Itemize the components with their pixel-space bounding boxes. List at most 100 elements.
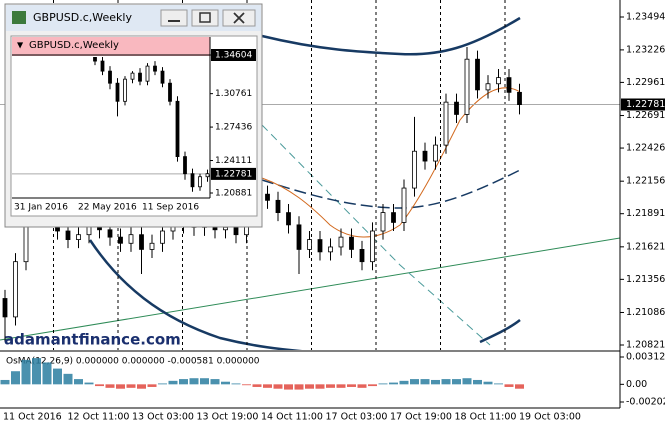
candle-body: [464, 58, 470, 115]
candle-body: [485, 83, 491, 91]
floating-window[interactable]: GBPUSD.c,Weekly ▼ GBPUSD.c,Weekly 1.3460…: [4, 3, 263, 228]
window-time-label: 22 May 2016: [78, 203, 137, 213]
candle-body: [422, 150, 428, 162]
candle-body: [475, 58, 480, 91]
candle-body: [2, 298, 8, 318]
candle-body: [145, 65, 150, 82]
osma-bar: [84, 382, 94, 385]
candle-body: [205, 173, 210, 178]
candle-body: [198, 176, 202, 188]
price-label: 1.20821: [626, 340, 665, 351]
window-time-label: 31 Jan 2016: [14, 203, 68, 213]
candle-body: [517, 91, 522, 106]
price-label: 1.23494: [626, 12, 665, 23]
time-label: 11 Oct 2016: [3, 412, 62, 423]
candle-body: [138, 72, 142, 82]
trend-line: [0, 237, 620, 341]
osma-bar: [347, 384, 356, 387]
candle-body: [149, 242, 155, 250]
candle-body: [65, 230, 71, 240]
osma-bar: [210, 379, 220, 385]
price-label: 1.21086: [626, 307, 665, 318]
osma-bar: [242, 384, 251, 386]
osma-bar: [32, 358, 41, 385]
osma-bar: [462, 378, 472, 385]
candle-body: [496, 77, 501, 85]
window-price-label: 1.34604: [215, 51, 252, 61]
close-icon: [233, 12, 245, 24]
osma-bar: [399, 380, 409, 385]
price-label: 1.22426: [626, 143, 665, 154]
chart-label-bar: [12, 37, 210, 56]
time-label: 13 Oct 19:00: [197, 412, 259, 423]
osma-bar: [378, 383, 388, 385]
osma-bar: [221, 381, 230, 385]
price-label: 1.21621: [626, 241, 665, 252]
candle-body: [128, 234, 134, 244]
osma-bar: [231, 383, 241, 385]
osma-bar: [263, 384, 272, 388]
osma-bar: [431, 379, 440, 385]
indicator-header: OsMA(12,26,9) 0.000000 0.000000 -0.00058…: [6, 357, 260, 367]
candle-body: [168, 82, 172, 102]
window-price-label: 1.20881: [215, 189, 252, 199]
candle-body: [349, 236, 354, 250]
window-icon: [12, 11, 26, 24]
candle-body: [338, 236, 344, 248]
candle-body: [412, 150, 417, 189]
candle-body: [175, 100, 180, 158]
candle-body: [115, 82, 120, 102]
candle-body: [286, 212, 291, 226]
dashed-trend-line: [261, 124, 491, 346]
osma-bar: [473, 379, 482, 385]
candle-body: [233, 226, 239, 236]
candle-body: [443, 101, 449, 146]
osma-bar: [11, 371, 20, 385]
window-chart-area: [10, 35, 258, 217]
osma-bar: [368, 384, 377, 387]
candle-body: [76, 234, 81, 240]
osma-bar: [389, 382, 398, 385]
osma-bar: [42, 362, 52, 385]
osma-bar: [483, 381, 493, 385]
candle-body: [370, 230, 375, 263]
time-label: 14 Oct 11:00: [261, 412, 323, 423]
osma-bar: [336, 384, 346, 388]
candle-body: [265, 193, 270, 201]
candle-body: [401, 187, 407, 223]
current-price-label: 1.22781: [626, 99, 665, 110]
candle-body: [93, 57, 97, 62]
time-label: 19 Oct 03:00: [519, 412, 581, 423]
dropdown-arrow[interactable]: ▼: [17, 41, 24, 50]
candle-body: [380, 212, 386, 232]
candle-body: [13, 261, 18, 318]
candle-body: [307, 239, 312, 250]
osma-bar: [168, 380, 178, 385]
window-price-label: 1.24111: [215, 156, 252, 166]
minimize-button[interactable]: [160, 9, 188, 27]
candle-body: [139, 234, 144, 250]
window-current-box: [211, 167, 256, 180]
moving-average: [261, 87, 521, 238]
osma-bar: [137, 384, 146, 389]
osma-bar: [21, 359, 31, 385]
price-label: 1.22961: [626, 77, 665, 88]
osma-bar: [504, 384, 514, 387]
candle-body: [123, 78, 127, 102]
upper-band: [261, 16, 521, 56]
candle-body: [223, 226, 228, 231]
price-label: 1.22691: [626, 110, 665, 121]
indicator-tick-label: -0.002021: [626, 397, 665, 408]
osma-bar: [441, 379, 451, 385]
candle-body: [391, 212, 396, 223]
osma-bar: [74, 379, 83, 385]
candle-body: [506, 77, 512, 93]
osma-bar: [126, 384, 136, 388]
osma-bar: [315, 384, 325, 389]
window-candles: [12, 57, 210, 192]
price-label: 1.23226: [626, 44, 665, 55]
osma-bar: [294, 384, 304, 390]
osma-bar: [420, 379, 430, 385]
candle-body: [160, 230, 165, 244]
restore-button[interactable]: [191, 9, 219, 27]
